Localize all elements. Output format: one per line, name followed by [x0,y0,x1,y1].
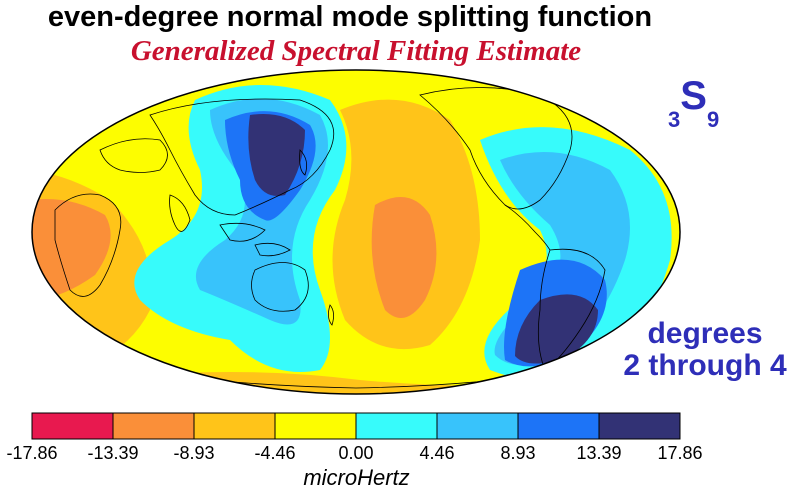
coastline-india [169,194,191,232]
colorbar-tick-label: 8.93 [500,443,535,463]
colorbar-tick-label: -4.46 [254,443,295,463]
colorbar-segment [517,412,600,440]
mollweide-map [31,69,681,395]
colorbar-segment [355,412,438,440]
colorbar-tick-label: 0.00 [338,443,373,463]
degrees-label-line2: 2 through 4 [623,349,787,382]
coastline-greenland [559,83,601,107]
colorbar-segment [193,412,276,440]
colorbar-tick-labels: -17.86 -13.39 -8.93 -4.46 0.00 4.46 8.93 13.39 1… [6,443,702,463]
coastline-indonesia [219,222,291,257]
mode-overtone-number: 3 [668,107,681,132]
map-title: even-degree normal mode splitting functi… [47,1,653,33]
coastline-new-zealand [328,304,334,326]
colorbar-tick-label: -17.86 [6,443,57,463]
colorbar-unit: microHertz [303,465,410,490]
map-subtitle: Generalized Spectral Fitting Estimate [130,35,582,67]
colorbar-segment [31,412,114,440]
coastline-japan [299,149,308,176]
coastline-africa [54,193,122,297]
colorbar-segments [31,412,681,440]
field-region-americas-pos-peak [515,294,598,364]
colorbar-tick-label: 17.86 [657,443,702,463]
mode-angular-order: 9 [706,107,720,132]
colorbar-tick-label: -8.93 [173,443,214,463]
coastline-europe [99,138,168,173]
colorbar-segment [598,412,681,440]
field-region-pacific-neg-strong [371,197,437,318]
field-region-africa-neg-strong [32,199,111,300]
colorbar-segment [112,412,195,440]
colorbar: -17.86 -13.39 -8.93 -4.46 0.00 4.46 8.93 13.39 1… [6,412,703,463]
splitting-function-field [32,70,680,394]
coastline-asia [149,98,335,216]
mode-label: 3S9 [668,74,719,132]
colorbar-tick-label: 4.46 [419,443,454,463]
field-region-asia-pos-peak [248,114,305,196]
colorbar-tick-label: 13.39 [576,443,621,463]
colorbar-tick-label: -13.39 [87,443,138,463]
degrees-label-line1: degrees [647,317,763,350]
coastline-central-america [504,204,551,251]
degrees-label: degrees 2 through 4 [620,318,790,382]
colorbar-segment [436,412,519,440]
mode-type-letter: S [680,74,707,118]
coastline-australia [251,262,309,312]
colorbar-segment [274,412,357,440]
coastline-south-america [537,248,606,371]
map-outline [31,69,681,395]
